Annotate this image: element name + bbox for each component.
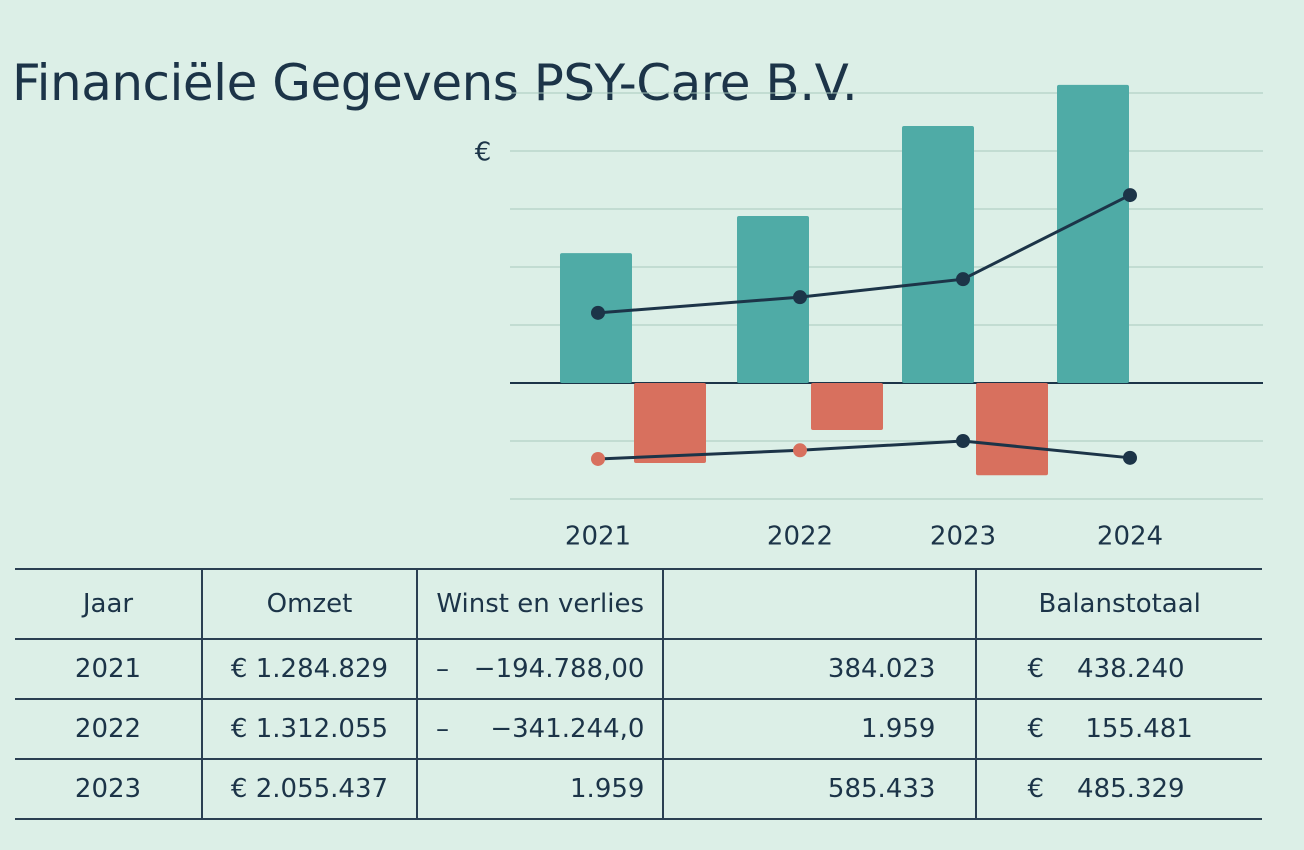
table-cell: 585.433 <box>662 758 977 820</box>
header-cell: Winst en verlies <box>415 568 664 640</box>
x-tick-label: 2024 <box>1097 522 1163 552</box>
line-marker <box>793 290 807 305</box>
table-cell: 1.959 <box>662 698 977 760</box>
line-marker <box>591 451 605 466</box>
table-row: 2023 € 2.055.437 1.959 585.433 € 485.329 <box>15 758 1262 820</box>
table-cell: € 485.329 <box>975 758 1262 820</box>
table-cell: € 2.055.437 <box>201 758 417 820</box>
y-axis-label: € <box>475 138 492 168</box>
bar <box>634 383 706 464</box>
bar <box>902 126 974 383</box>
table-cell: – −194.788,00 <box>415 638 664 700</box>
line-marker <box>956 434 970 448</box>
line-marker <box>793 443 807 458</box>
table-cell: € 438.240 <box>975 638 1262 700</box>
table-cell: € 1.312.055 <box>201 698 417 760</box>
header-cell: Jaar <box>15 568 202 640</box>
header-cell: Omzet <box>201 568 417 640</box>
table-cell: € 155.481 <box>975 698 1262 760</box>
chart: €2021 2022 2023 2024 <box>475 84 1263 552</box>
table-cell: 1.959 <box>415 758 664 820</box>
line-marker <box>591 305 605 320</box>
title: Financiële Gegevens PSY-Care B.V. <box>12 54 858 112</box>
header-cell <box>662 568 977 640</box>
table-cell: – −341.244,0 <box>415 698 664 760</box>
data-table: Jaar Omzet Winst en verlies Balanstotaal 202… <box>15 568 1262 820</box>
table-row: 2022 € 1.312.055– −341.244,0 1.959 € 155.48… <box>15 698 1262 760</box>
header-cell: Balanstotaal <box>975 568 1262 640</box>
line <box>597 439 1131 461</box>
table-cell: € 1.284.829 <box>201 638 417 700</box>
table-cell: 2021 <box>15 638 202 700</box>
line-marker <box>956 272 970 287</box>
header-row: Jaar Omzet Winst en verlies Balanstotaal <box>15 568 1262 640</box>
line <box>597 193 1131 315</box>
table-cell: 384.023 <box>662 638 977 700</box>
table-cell: 2023 <box>15 758 202 820</box>
table-row: 2021 € 1.284.829– −194.788,00 384.023 € 438… <box>15 638 1262 700</box>
line-marker <box>1123 450 1137 465</box>
x-tick-label: 2021 <box>565 522 631 552</box>
x-tick-label: 2023 <box>930 522 996 552</box>
bar <box>811 383 883 430</box>
bar <box>1057 84 1129 383</box>
table-cell: 2022 <box>15 698 202 760</box>
line-marker <box>1123 188 1137 203</box>
bar <box>976 383 1048 476</box>
x-tick-label: 2022 <box>767 522 833 552</box>
